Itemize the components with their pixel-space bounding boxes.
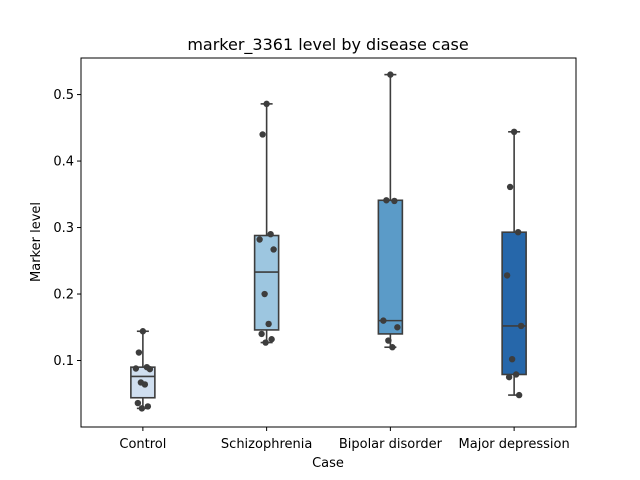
data-point <box>139 328 147 335</box>
y-axis: 0.1 0.2 0.3 0.4 0.5 <box>53 88 81 369</box>
data-point <box>262 339 269 346</box>
iqr-box <box>377 199 404 335</box>
x-tick-label: Major depression <box>459 437 570 452</box>
data-point <box>391 197 398 205</box>
chart-title: marker_3361 level by disease case <box>187 35 468 55</box>
data-point <box>138 405 146 412</box>
data-point <box>389 344 396 351</box>
data-point <box>141 381 149 388</box>
data-point <box>517 322 525 330</box>
x-axis-title: Case <box>312 456 344 471</box>
data-point <box>503 272 511 279</box>
iqr-box <box>501 231 527 376</box>
box-group-bipolar-disorder <box>377 71 404 351</box>
data-point <box>512 371 520 378</box>
box-group-major-depression <box>501 128 527 399</box>
y-tick-label: 0.2 <box>53 288 74 303</box>
data-point <box>267 230 274 238</box>
data-point <box>265 320 272 328</box>
data-point <box>380 317 387 324</box>
data-point <box>508 355 516 363</box>
y-tick-label: 0.4 <box>53 155 74 170</box>
data-point <box>132 365 140 372</box>
data-point <box>385 337 392 344</box>
data-point <box>515 391 523 399</box>
box-group-control <box>130 328 156 412</box>
data-point <box>505 373 513 381</box>
data-point <box>387 71 394 78</box>
data-point <box>134 399 142 407</box>
data-point <box>383 197 390 204</box>
data-point <box>144 403 152 410</box>
y-axis-title: Marker level <box>29 202 44 282</box>
x-tick-label: Control <box>119 437 166 452</box>
x-tick-label: Bipolar disorder <box>339 437 443 452</box>
data-point <box>146 365 154 373</box>
plot-area <box>130 71 527 412</box>
box-group-schizophrenia <box>253 100 280 346</box>
data-point <box>263 100 270 108</box>
y-tick-label: 0.1 <box>53 354 74 369</box>
y-tick-label: 0.3 <box>53 221 74 236</box>
data-point <box>514 228 522 236</box>
data-point <box>270 246 277 253</box>
data-point <box>258 330 265 338</box>
data-point <box>135 349 143 356</box>
data-point <box>506 183 514 191</box>
data-point <box>259 131 266 138</box>
y-tick-label: 0.5 <box>53 88 74 103</box>
data-point <box>261 290 268 298</box>
plot-frame <box>80 57 577 428</box>
data-point <box>256 236 263 243</box>
data-point <box>268 336 275 343</box>
data-point <box>510 128 518 135</box>
x-axis: Control Schizophrenia Bipolar disorder Majo… <box>119 427 570 452</box>
x-tick-label: Schizophrenia <box>221 437 312 452</box>
data-point <box>394 324 401 331</box>
